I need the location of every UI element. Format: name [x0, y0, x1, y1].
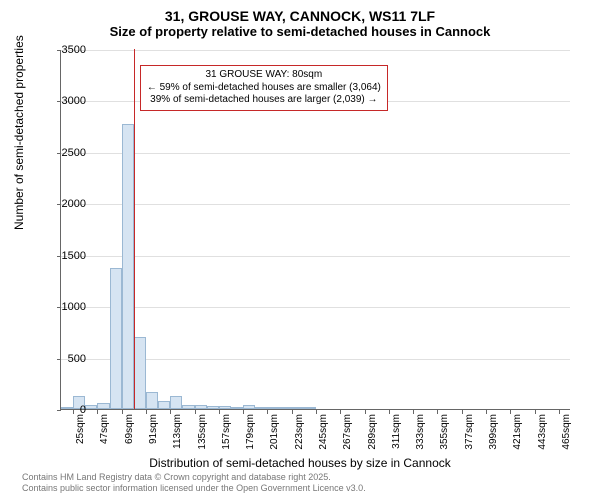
xtick-label: 267sqm: [342, 414, 353, 474]
xtick-label: 421sqm: [512, 414, 523, 474]
xtick-mark: [413, 410, 414, 414]
xtick-mark: [389, 410, 390, 414]
y-axis-label: Number of semi-detached properties: [12, 35, 26, 230]
attribution-block: Contains HM Land Registry data © Crown c…: [22, 472, 366, 494]
attribution-line-1: Contains HM Land Registry data © Crown c…: [22, 472, 366, 483]
xtick-label: 201sqm: [269, 414, 280, 474]
gridline: [61, 307, 570, 308]
xtick-label: 113sqm: [172, 414, 183, 474]
annotation-line-3: 39% of semi-detached houses are larger (…: [147, 94, 381, 107]
xtick-label: 355sqm: [439, 414, 450, 474]
xtick-label: 157sqm: [221, 414, 232, 474]
xtick-label: 333sqm: [415, 414, 426, 474]
chart-title-main: 31, GROUSE WAY, CANNOCK, WS11 7LF: [0, 8, 600, 24]
xtick-label: 91sqm: [148, 414, 159, 474]
xtick-mark: [486, 410, 487, 414]
histogram-bar: [292, 407, 304, 409]
xtick-label: 399sqm: [488, 414, 499, 474]
histogram-bar: [85, 405, 97, 409]
ytick-label: 1000: [46, 301, 86, 313]
gridline: [61, 153, 570, 154]
histogram-bar: [267, 407, 279, 409]
xtick-label: 69sqm: [124, 414, 135, 474]
annotation-line-1: 31 GROUSE WAY: 80sqm: [147, 69, 381, 82]
ytick-label: 2500: [46, 147, 86, 159]
histogram-bar: [243, 405, 255, 409]
xtick-mark: [365, 410, 366, 414]
ytick-label: 1500: [46, 250, 86, 262]
histogram-bar: [170, 396, 182, 409]
xtick-label: 289sqm: [367, 414, 378, 474]
histogram-bar: [195, 405, 207, 409]
ytick-label: 3500: [46, 44, 86, 56]
xtick-label: 223sqm: [294, 414, 305, 474]
attribution-line-2: Contains public sector information licen…: [22, 483, 366, 494]
gridline: [61, 256, 570, 257]
chart-title-block: 31, GROUSE WAY, CANNOCK, WS11 7LF Size o…: [0, 0, 600, 39]
histogram-bar: [158, 401, 170, 409]
xtick-label: 245sqm: [318, 414, 329, 474]
reference-line: [134, 49, 135, 409]
chart-area: 31 GROUSE WAY: 80sqm ← 59% of semi-detac…: [60, 50, 570, 410]
histogram-bar: [122, 124, 134, 409]
xtick-label: 443sqm: [537, 414, 548, 474]
ytick-label: 2000: [46, 198, 86, 210]
histogram-bar: [255, 407, 267, 409]
xtick-mark: [292, 410, 293, 414]
histogram-bar: [182, 405, 194, 409]
xtick-mark: [316, 410, 317, 414]
histogram-bar: [207, 406, 219, 409]
xtick-mark: [219, 410, 220, 414]
histogram-bar: [304, 407, 316, 409]
histogram-bar: [134, 337, 146, 409]
histogram-bar: [280, 407, 292, 409]
histogram-bar: [219, 406, 231, 409]
ytick-label: 500: [46, 353, 86, 365]
ytick-label: 3000: [46, 95, 86, 107]
xtick-label: 47sqm: [99, 414, 110, 474]
histogram-bar: [146, 392, 158, 409]
chart-title-sub: Size of property relative to semi-detach…: [0, 24, 600, 39]
xtick-mark: [195, 410, 196, 414]
xtick-label: 465sqm: [561, 414, 572, 474]
gridline: [61, 50, 570, 51]
xtick-mark: [243, 410, 244, 414]
histogram-bar: [110, 268, 122, 409]
xtick-mark: [462, 410, 463, 414]
xtick-label: 135sqm: [197, 414, 208, 474]
annotation-box: 31 GROUSE WAY: 80sqm ← 59% of semi-detac…: [140, 65, 388, 111]
xtick-label: 377sqm: [464, 414, 475, 474]
annotation-line-2: ← 59% of semi-detached houses are smalle…: [147, 82, 381, 95]
xtick-label: 311sqm: [391, 414, 402, 474]
xtick-mark: [559, 410, 560, 414]
histogram-bar: [231, 407, 243, 409]
xtick-label: 179sqm: [245, 414, 256, 474]
xtick-mark: [122, 410, 123, 414]
plot-area: 31 GROUSE WAY: 80sqm ← 59% of semi-detac…: [60, 50, 570, 410]
gridline: [61, 204, 570, 205]
histogram-bar: [97, 403, 109, 409]
xtick-mark: [146, 410, 147, 414]
xtick-mark: [535, 410, 536, 414]
xtick-label: 25sqm: [75, 414, 86, 474]
